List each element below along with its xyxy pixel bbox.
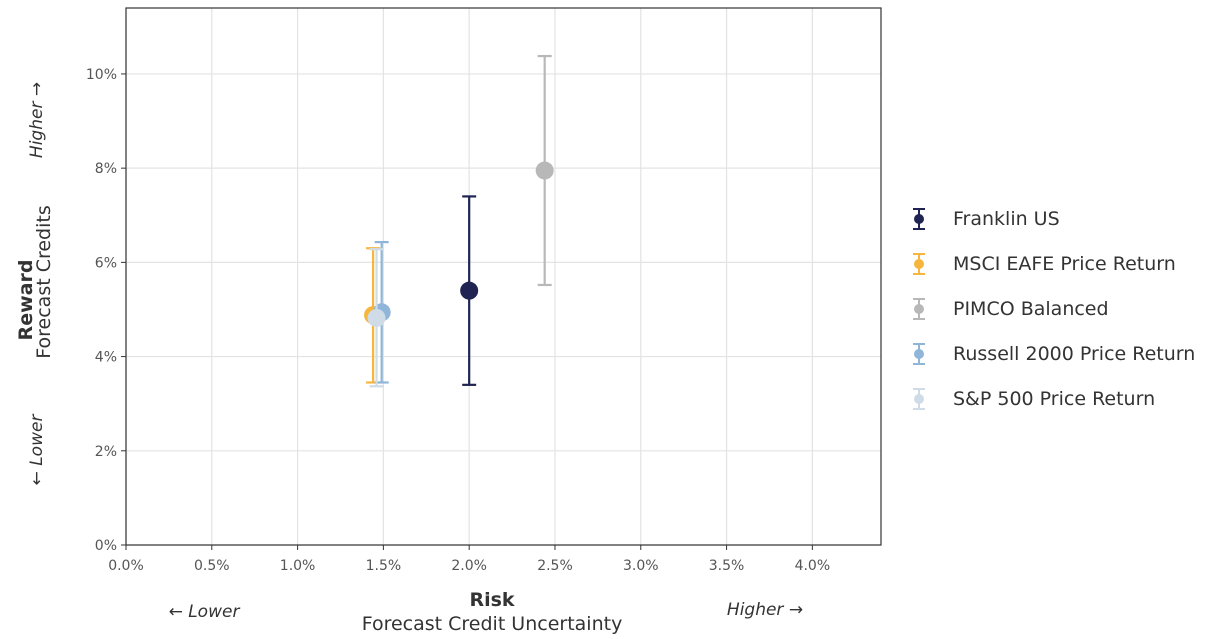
x-tick-label: 3.0% — [623, 558, 659, 574]
y-tick-label: 4% — [95, 350, 117, 366]
legend-label: PIMCO Balanced — [953, 297, 1109, 320]
data-point — [367, 308, 386, 327]
x-tick-label: 3.5% — [709, 558, 745, 574]
x-tick-label: 0.0% — [108, 558, 144, 574]
data-point — [460, 281, 479, 300]
legend-item: PIMCO Balanced — [905, 286, 1195, 331]
legend-key-icon — [913, 387, 925, 410]
legend-item: Russell 2000 Price Return — [905, 331, 1195, 376]
legend: Franklin US MSCI EAFE Price Return PIMCO B… — [905, 196, 1195, 421]
legend-item: MSCI EAFE Price Return — [905, 241, 1195, 286]
y-axis-title: Forecast Credits — [33, 205, 55, 358]
plot-frame — [125, 7, 882, 546]
y-axis-title-bold: Reward — [15, 260, 37, 341]
legend-key-icon — [913, 342, 925, 365]
x-tick-label: 4.0% — [795, 558, 831, 574]
legend-key-icon — [913, 252, 925, 275]
y-tick-label: 0% — [95, 538, 117, 554]
y-tick-label: 10% — [86, 67, 117, 83]
x-tick-label: 0.5% — [194, 558, 230, 574]
y-axis-ticks: 0% 2% 4% 6% 8% 10% — [86, 67, 126, 554]
series-s-p-500-price-return — [367, 248, 386, 388]
x-axis-title-bold: Risk — [469, 589, 514, 611]
legend-item: Franklin US — [905, 196, 1195, 241]
x-axis-title: Forecast Credit Uncertainty — [362, 613, 623, 635]
grid-lines — [125, 8, 881, 546]
legend-item: S&P 500 Price Return — [905, 376, 1195, 421]
legend-label: MSCI EAFE Price Return — [953, 252, 1176, 275]
x-tick-label: 2.5% — [537, 558, 573, 574]
series-pimco-balanced — [535, 54, 554, 287]
x-axis-high-label: Higher → — [727, 600, 803, 620]
x-axis-ticks: 0.0% 0.5% 1.0% 1.5% 2.0% 2.5% 3.0% 3.5% 4.0% — [108, 545, 830, 574]
series-franklin-us — [460, 195, 479, 386]
legend-label: S&P 500 Price Return — [953, 387, 1156, 410]
data-point — [535, 161, 554, 180]
x-tick-label: 1.5% — [366, 558, 402, 574]
y-tick-label: 2% — [95, 444, 117, 460]
legend-key-icon — [913, 207, 925, 230]
y-tick-label: 8% — [95, 161, 117, 177]
y-axis-low-label: ← Lower — [27, 414, 47, 486]
data-marks — [364, 54, 554, 388]
x-axis-low-label: ← Lower — [169, 602, 241, 622]
y-axis-high-label: Higher → — [27, 82, 47, 158]
legend-label: Franklin US — [953, 207, 1060, 230]
x-tick-label: 1.0% — [280, 558, 316, 574]
x-tick-label: 2.0% — [451, 558, 487, 574]
legend-label: Russell 2000 Price Return — [953, 342, 1196, 365]
legend-key-icon — [913, 297, 925, 320]
y-tick-label: 6% — [95, 255, 117, 271]
